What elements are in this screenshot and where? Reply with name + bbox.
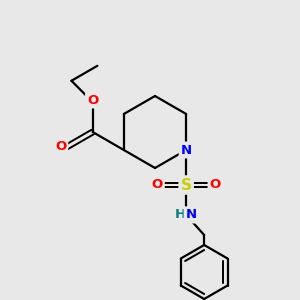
Text: O: O bbox=[55, 140, 66, 154]
Text: S: S bbox=[181, 178, 192, 193]
Text: N: N bbox=[186, 208, 197, 221]
Text: O: O bbox=[152, 178, 163, 191]
Text: O: O bbox=[210, 178, 221, 191]
Text: O: O bbox=[87, 94, 98, 106]
Text: H: H bbox=[175, 208, 186, 221]
Text: N: N bbox=[181, 143, 192, 157]
